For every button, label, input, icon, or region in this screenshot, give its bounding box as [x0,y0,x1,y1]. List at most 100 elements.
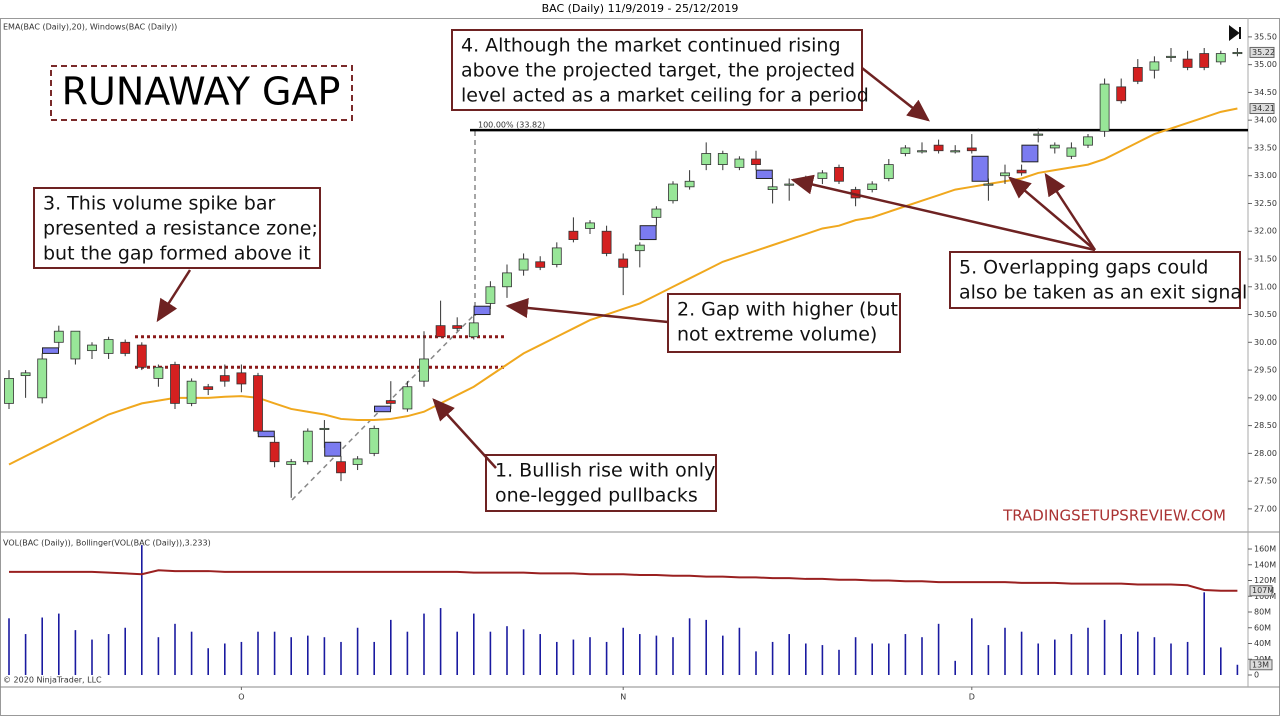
candle-body [419,358,429,382]
gap-window [473,305,491,316]
candle-body [966,147,977,152]
y-tick-label: 34.50 [1254,88,1277,97]
headline: RUNAWAY GAP [62,70,341,114]
y-tick-label: 80M [1254,608,1271,617]
last-value-label: 34.21 [1252,104,1275,113]
y-tick-label: 28.50 [1254,421,1277,430]
candle-body [751,158,761,166]
candle-body [618,258,629,268]
candle-body [153,366,164,379]
candle-body [551,247,562,265]
candle-body [286,461,297,465]
candle-body [1149,61,1160,71]
candle-body [585,222,595,229]
watermark: TRADINGSETUPSREVIEW.COM [1002,507,1226,525]
annotation-box [485,454,717,512]
candle-body [53,330,64,343]
candle-body [1132,67,1143,82]
candle-body [900,147,911,154]
target-label: 100.00% (33.82) [478,121,545,130]
indicator-label: EMA(BAC (Daily),20), Windows(BAC (Daily)… [3,23,177,32]
candle-body [468,322,479,338]
candle-body [70,330,81,360]
gap-window [374,405,391,413]
candle-body [435,325,446,338]
y-tick-label: 32.50 [1254,199,1277,208]
candle-body [1166,55,1176,58]
annotation-box [667,293,901,353]
annotation-text: level acted as a market ceiling for a pe… [461,85,869,107]
annotation-box [451,29,863,111]
candle-body [1199,53,1210,68]
y-tick-label: 32.00 [1254,227,1277,236]
candle-body [983,183,994,186]
candle-body [1232,52,1243,55]
last-value-box [1249,103,1275,115]
gap-window [971,155,989,182]
candle-body [452,325,463,329]
candle-body [219,375,230,382]
x-tick-label: D [969,693,975,702]
gap-window [639,225,657,241]
annotation-text: 3. This volume spike bar [43,193,275,215]
gap-window [324,441,342,457]
y-tick-label: 100M [1254,592,1276,601]
x-tick-label: O [238,693,244,702]
y-tick-label: 20M [1254,655,1271,664]
candle-body [136,344,147,368]
candle-body [103,339,114,354]
gap-window [755,169,773,179]
last-value-label: 13M [1252,660,1269,669]
gap-window [42,347,59,354]
annotation-text: one-legged pullbacks [495,485,698,507]
y-tick-label: 31.00 [1254,282,1277,291]
annotation-text: 1. Bullish rise with only [495,460,715,482]
candle-body [734,158,745,168]
last-value-box [1249,659,1273,671]
candle-body [385,400,396,404]
y-tick-label: 27.50 [1254,477,1277,486]
candle-body [867,183,878,190]
candle-body [319,427,330,430]
candle-body [1215,53,1226,63]
candle-body [601,230,612,254]
bollinger-line [9,569,1238,592]
candle-body [37,358,48,399]
candle-body [302,430,313,463]
candle-body [817,172,828,179]
annotation-box [949,251,1241,309]
candle-body [701,153,712,166]
candle-body [634,244,645,252]
candle-body [20,372,31,377]
candle-body [651,208,662,218]
headline-box [50,65,353,121]
candle-body [668,183,678,202]
copyright: © 2020 NinjaTrader, LLC [3,676,102,685]
candle-body [1033,133,1044,136]
candle-body [684,180,695,188]
y-tick-label: 33.50 [1254,143,1277,152]
candle-body [87,344,97,352]
candle-body [236,372,247,385]
frame [0,18,1280,716]
y-tick-label: 0 [1254,671,1259,680]
last-value-box [1249,46,1275,58]
candle-body [518,258,529,271]
candle-body [917,150,927,153]
y-tick-label: 30.00 [1254,338,1277,347]
candle-body [950,150,961,153]
annotation-box [33,187,321,269]
annotation-text: 2. Gap with higher (but [677,299,898,321]
candle-body [535,261,546,268]
y-tick-label: 29.50 [1254,366,1277,375]
y-tick-label: 160M [1254,545,1276,554]
y-tick-label: 35.50 [1254,32,1277,41]
y-tick-label: 34.00 [1254,116,1277,125]
candle-body [402,386,413,410]
candle-body [352,458,363,465]
ema-line [8,107,1238,466]
y-tick-label: 120M [1254,576,1276,585]
candle-body [1016,169,1027,174]
x-tick-label: N [620,693,626,702]
